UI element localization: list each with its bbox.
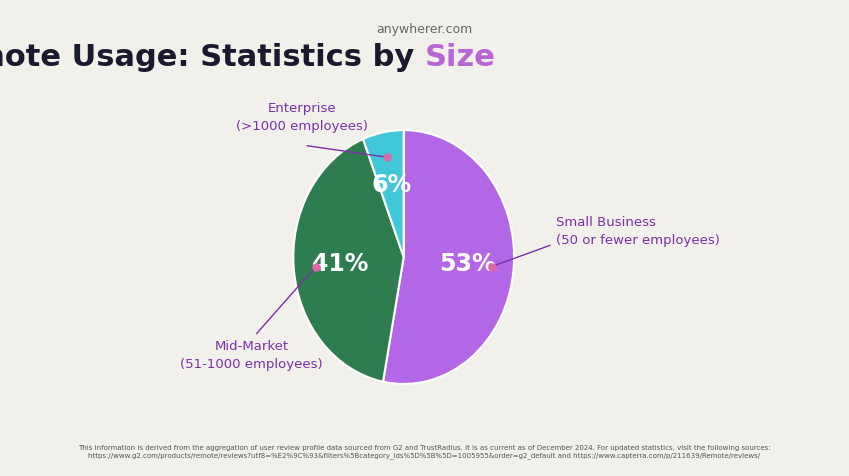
Text: 53%: 53%: [439, 252, 496, 276]
Text: Remote Usage: Statistics by: Remote Usage: Statistics by: [0, 43, 424, 71]
Text: Small Business
(50 or fewer employees): Small Business (50 or fewer employees): [556, 216, 720, 247]
Text: 41%: 41%: [312, 252, 368, 276]
Wedge shape: [293, 139, 403, 382]
Text: Size: Size: [424, 43, 495, 71]
Text: Mid-Market
(51-1000 employees): Mid-Market (51-1000 employees): [180, 339, 323, 370]
Text: 6%: 6%: [372, 173, 412, 197]
Wedge shape: [363, 130, 403, 257]
Text: This information is derived from the aggregation of user review profile data sou: This information is derived from the agg…: [78, 446, 771, 459]
Wedge shape: [383, 130, 514, 384]
Text: Enterprise
(>1000 employees): Enterprise (>1000 employees): [236, 102, 368, 133]
Text: anywherer.com: anywherer.com: [376, 23, 473, 37]
